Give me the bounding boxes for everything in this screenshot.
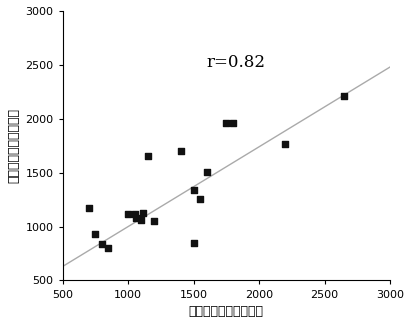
Point: [341, 93, 348, 98]
Point: [230, 121, 236, 126]
Point: [151, 219, 157, 224]
Point: [282, 141, 289, 146]
Point: [133, 215, 139, 221]
Point: [132, 212, 138, 217]
Point: [138, 217, 145, 223]
Point: [190, 187, 197, 192]
Point: [105, 245, 112, 251]
Y-axis label: 氨基酸总量（计算值）: 氨基酸总量（计算值）: [7, 108, 20, 183]
Point: [85, 205, 92, 210]
X-axis label: 氨基酸总量（实际值）: 氨基酸总量（实际值）: [189, 305, 264, 318]
Point: [145, 154, 151, 159]
Point: [92, 231, 99, 236]
Point: [139, 211, 146, 216]
Point: [99, 241, 105, 246]
Point: [125, 211, 132, 216]
Point: [190, 240, 197, 245]
Text: r=0.82: r=0.82: [207, 54, 266, 71]
Point: [203, 169, 210, 174]
Point: [223, 121, 230, 126]
Point: [197, 196, 203, 201]
Point: [177, 149, 184, 154]
